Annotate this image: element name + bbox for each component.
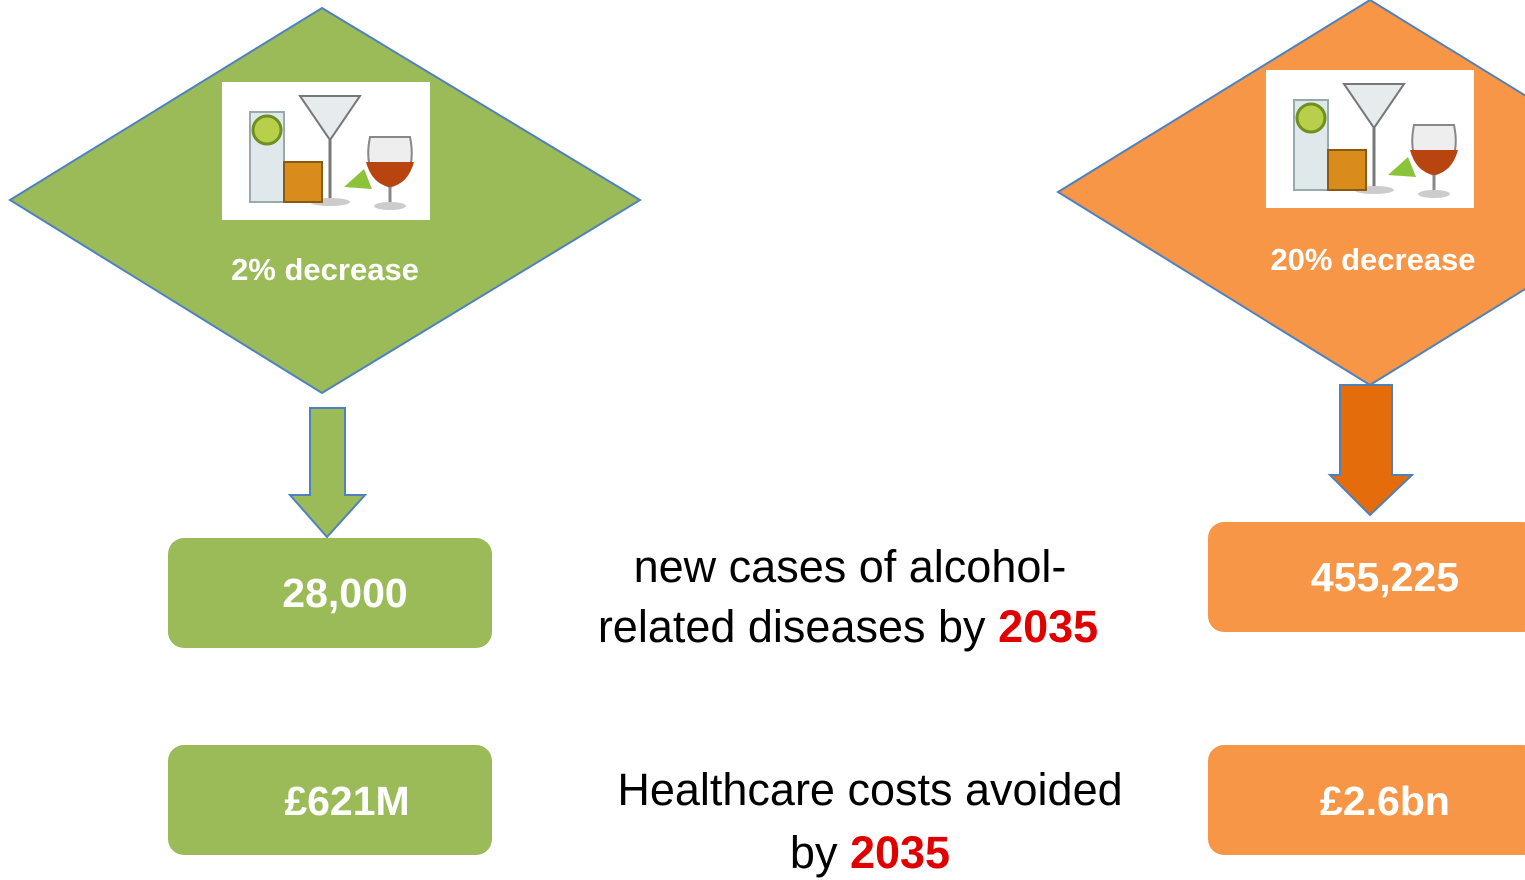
row-text: by — [790, 827, 838, 878]
costs-box — [168, 745, 492, 855]
drinks-image — [1264, 68, 1476, 210]
row-text: related diseases by — [598, 601, 986, 652]
cases-value: 28,000 — [282, 570, 407, 616]
cases-box — [168, 538, 492, 648]
scenario-label: 2% decrease — [231, 252, 419, 287]
costs-value: £2.6bn — [1320, 778, 1450, 824]
costs-value: £621M — [284, 778, 409, 824]
row-text: new cases of alcohol- — [634, 541, 1067, 592]
row-text: related diseases by 2035 — [598, 601, 1098, 652]
row-text: by 2035 — [790, 827, 950, 878]
arrow — [1327, 384, 1415, 517]
arrow — [287, 407, 368, 539]
row-text: Healthcare costs avoided — [617, 764, 1122, 815]
cases-value: 455,225 — [1311, 554, 1459, 600]
costs-box — [1208, 745, 1525, 855]
scenario-label: 20% decrease — [1270, 242, 1475, 277]
drinks-image — [220, 80, 432, 222]
cases-box — [1208, 522, 1525, 632]
year: 2035 — [850, 827, 950, 878]
year: 2035 — [998, 601, 1098, 652]
